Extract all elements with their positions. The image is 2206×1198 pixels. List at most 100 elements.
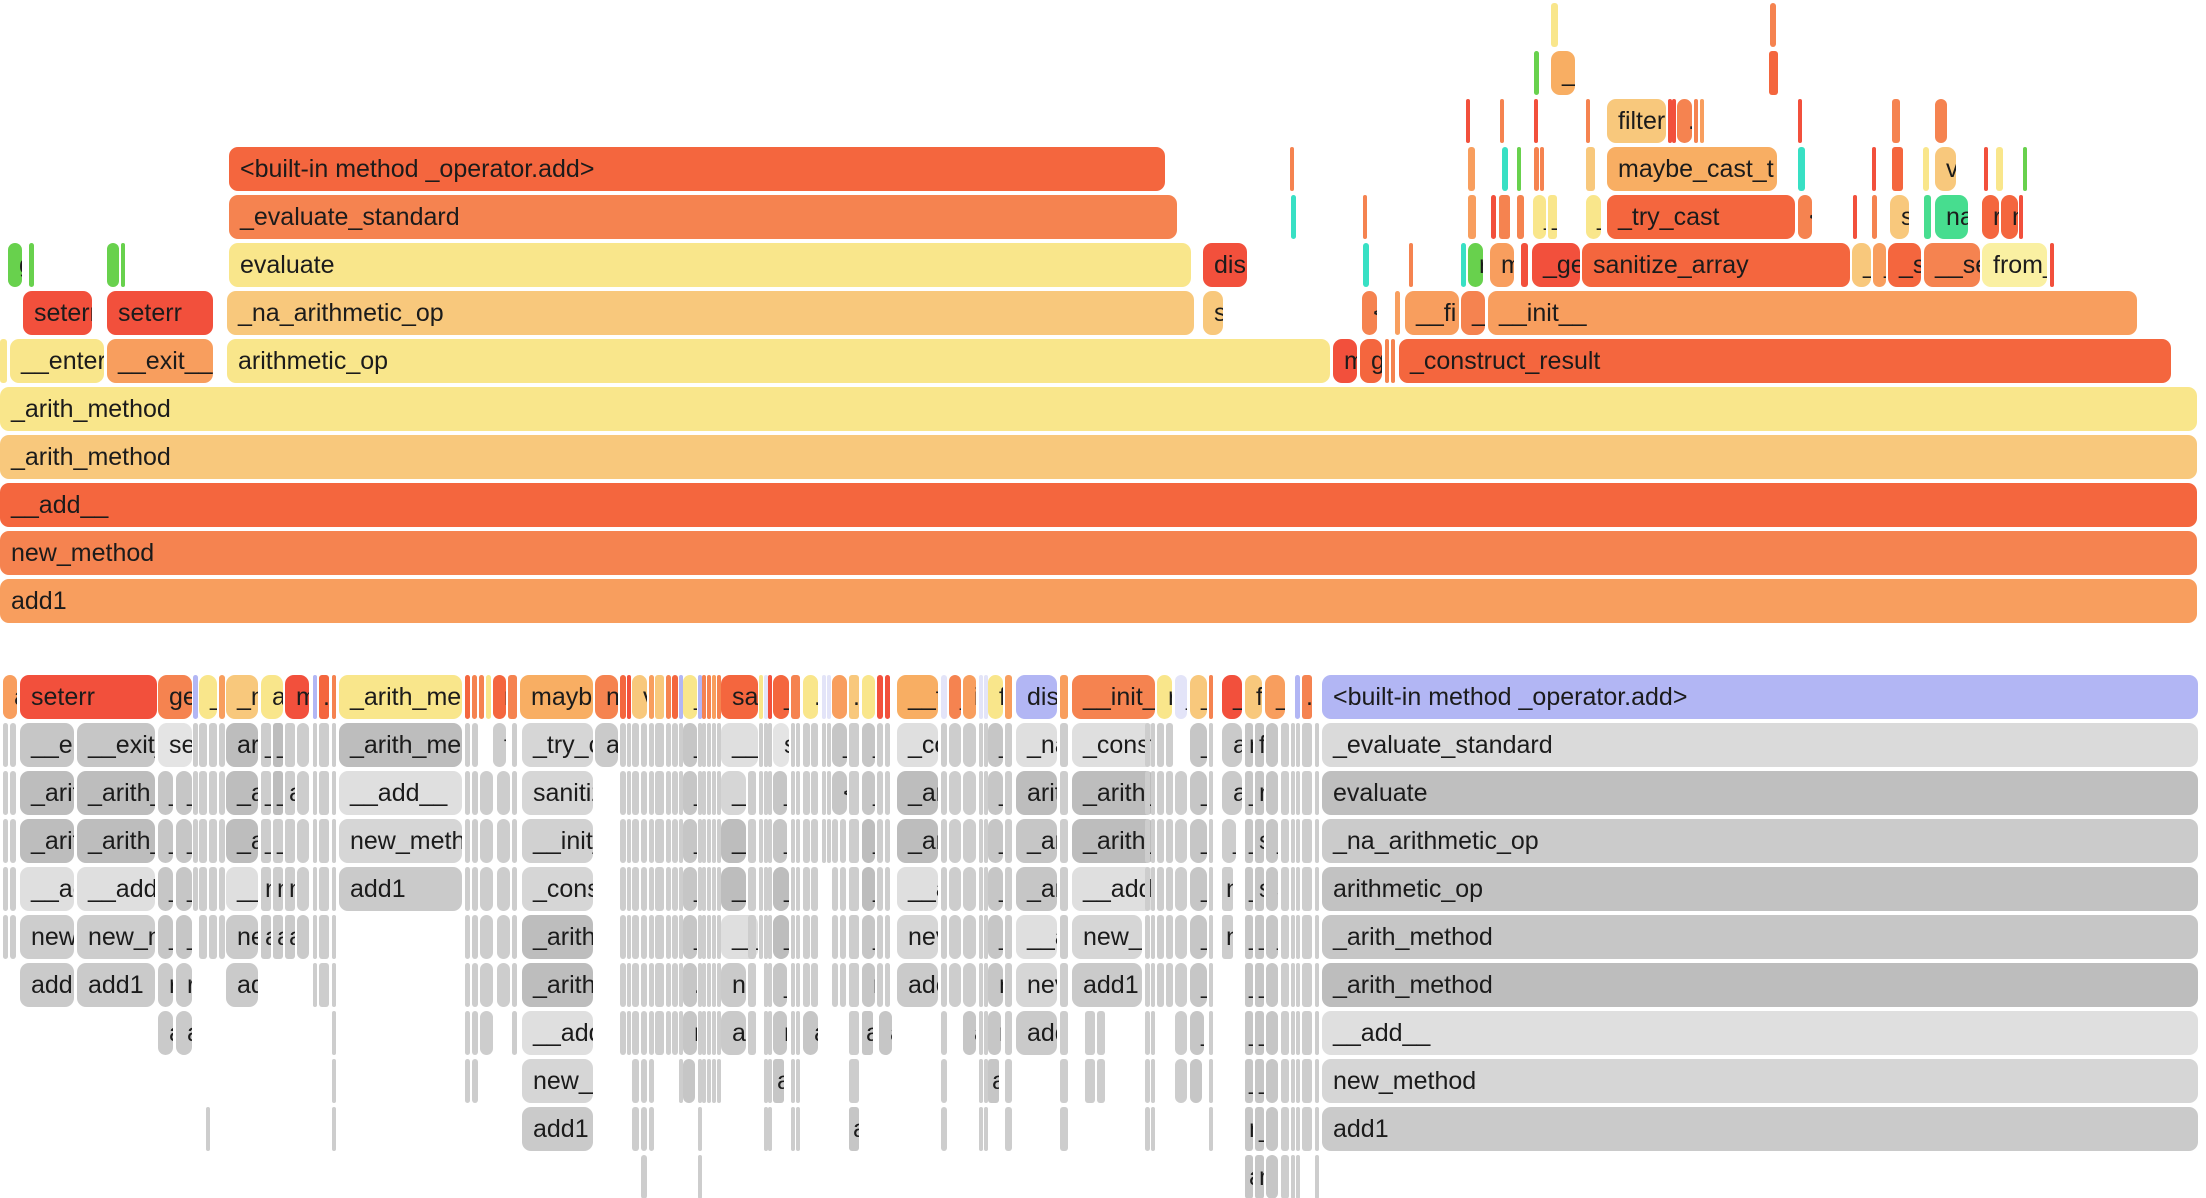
frame-bar-__a[interactable]: __a [1016,915,1057,959]
frame-bar[interactable] [849,1059,859,1103]
frame-bar[interactable] [1209,1107,1213,1151]
frame-bar[interactable] [641,963,647,1007]
frame-bar[interactable] [193,867,198,911]
frame-bar[interactable] [672,1011,678,1055]
frame-bar-na[interactable]: na [1935,195,1968,239]
frame-bar[interactable] [984,1059,988,1103]
frame-bar[interactable] [465,1059,470,1103]
frame-bar-_a[interactable]: _a [226,819,258,863]
frame-bar[interactable] [666,1011,671,1055]
frame-bar[interactable] [698,963,702,1007]
frame-bar[interactable] [297,723,309,767]
frame-bar[interactable] [121,243,125,287]
frame-bar[interactable] [1005,1107,1012,1151]
frame-bar-_[interactable]: _ [1266,819,1278,863]
frame-bar-_[interactable]: _ [1190,771,1207,815]
frame-bar[interactable] [313,771,317,815]
frame-bar[interactable] [1769,51,1778,95]
frame-bar[interactable] [672,723,678,767]
frame-bar[interactable] [1872,147,1876,191]
frame-bar[interactable] [620,675,626,719]
frame-bar[interactable] [811,963,818,1007]
frame-bar-__er[interactable]: __er [20,723,74,767]
frame-bar[interactable] [768,1107,772,1151]
frame-bar[interactable] [791,771,795,815]
frame-bar[interactable] [1085,1011,1095,1055]
frame-bar[interactable] [949,723,961,767]
frame-bar-builtinmethod_operatoradd[interactable]: <built-in method _operator.add> [229,147,1165,191]
frame-bar-builtinmethod_operatoradd[interactable]: <built-in method _operator.add> [1322,675,2198,719]
frame-bar-maybe[interactable]: maybe [520,675,593,719]
frame-bar[interactable] [702,723,706,767]
frame-bar[interactable] [768,915,772,959]
frame-bar-_[interactable]: _ [683,867,697,911]
frame-bar[interactable] [2019,195,2023,239]
frame-bar[interactable] [949,819,961,863]
frame-bar[interactable] [941,867,947,911]
frame-bar[interactable] [748,963,756,1007]
frame-bar[interactable] [1151,1107,1155,1151]
frame-bar[interactable] [465,723,470,767]
frame-bar[interactable] [219,867,225,911]
frame-bar[interactable] [1302,963,1312,1007]
frame-bar-_const[interactable]: _const [1072,723,1155,767]
frame-bar-_[interactable]: _ [158,771,173,815]
frame-bar[interactable] [796,819,800,863]
frame-bar-from_[interactable]: from_ [1982,243,2047,287]
frame-bar-_evaluate_standard[interactable]: _evaluate_standard [1322,723,2198,767]
frame-bar-__add__[interactable]: __add__ [1322,1011,2198,1055]
frame-bar-arit[interactable]: arit [1016,771,1057,815]
frame-bar[interactable] [1166,915,1173,959]
frame-bar[interactable] [698,1107,702,1151]
frame-bar[interactable] [984,867,988,911]
frame-bar[interactable] [1296,867,1300,911]
frame-bar[interactable] [707,867,711,911]
frame-bar[interactable] [707,963,711,1007]
frame-bar[interactable] [803,723,810,767]
frame-bar[interactable] [1872,195,1877,239]
frame-bar[interactable] [1672,99,1676,143]
frame-bar[interactable] [480,915,493,959]
frame-bar[interactable] [963,723,976,767]
frame-bar[interactable] [984,963,988,1007]
frame-bar[interactable] [666,771,671,815]
frame-bar[interactable] [1209,963,1213,1007]
frame-bar[interactable] [193,771,198,815]
frame-bar[interactable] [822,771,826,815]
frame-bar[interactable] [1157,915,1164,959]
frame-bar[interactable] [620,963,626,1007]
frame-bar[interactable] [1291,1155,1295,1198]
frame-bar[interactable] [1534,147,1539,191]
frame-bar[interactable] [1060,819,1068,863]
frame-bar[interactable] [209,915,217,959]
frame-bar-g[interactable]: g [8,243,22,287]
frame-bar[interactable] [480,963,493,1007]
frame-bar[interactable] [791,1059,795,1103]
frame-bar-_arith[interactable]: _arith [522,963,593,1007]
frame-bar-[interactable]: < [1362,291,1377,335]
frame-bar[interactable] [764,963,768,1007]
frame-bar[interactable] [2023,147,2027,191]
frame-bar-_a[interactable]: _a [273,771,283,815]
frame-bar[interactable] [209,771,217,815]
frame-bar-_[interactable]: _ [862,771,875,815]
frame-bar-_[interactable]: _ [1190,915,1207,959]
frame-bar[interactable] [472,867,478,911]
frame-bar[interactable] [1853,195,1857,239]
frame-bar-r[interactable]: r [1157,675,1172,719]
frame-bar[interactable] [465,675,470,719]
frame-bar[interactable] [717,867,721,911]
frame-bar[interactable] [465,1011,470,1055]
frame-bar-_[interactable]: _ [988,819,1003,863]
frame-bar-_[interactable]: _ [1266,915,1278,959]
frame-bar-_[interactable]: _ [683,771,697,815]
frame-bar[interactable] [497,915,510,959]
frame-bar-[interactable]: < [832,771,847,815]
frame-bar-a[interactable]: a [595,723,618,767]
frame-bar[interactable] [1385,339,1389,383]
frame-bar-disp[interactable]: disp [1016,675,1057,719]
frame-bar[interactable] [979,819,983,863]
frame-bar-_[interactable]: _ [176,819,192,863]
frame-bar-n[interactable]: n [2001,195,2018,239]
frame-bar[interactable] [707,675,711,719]
